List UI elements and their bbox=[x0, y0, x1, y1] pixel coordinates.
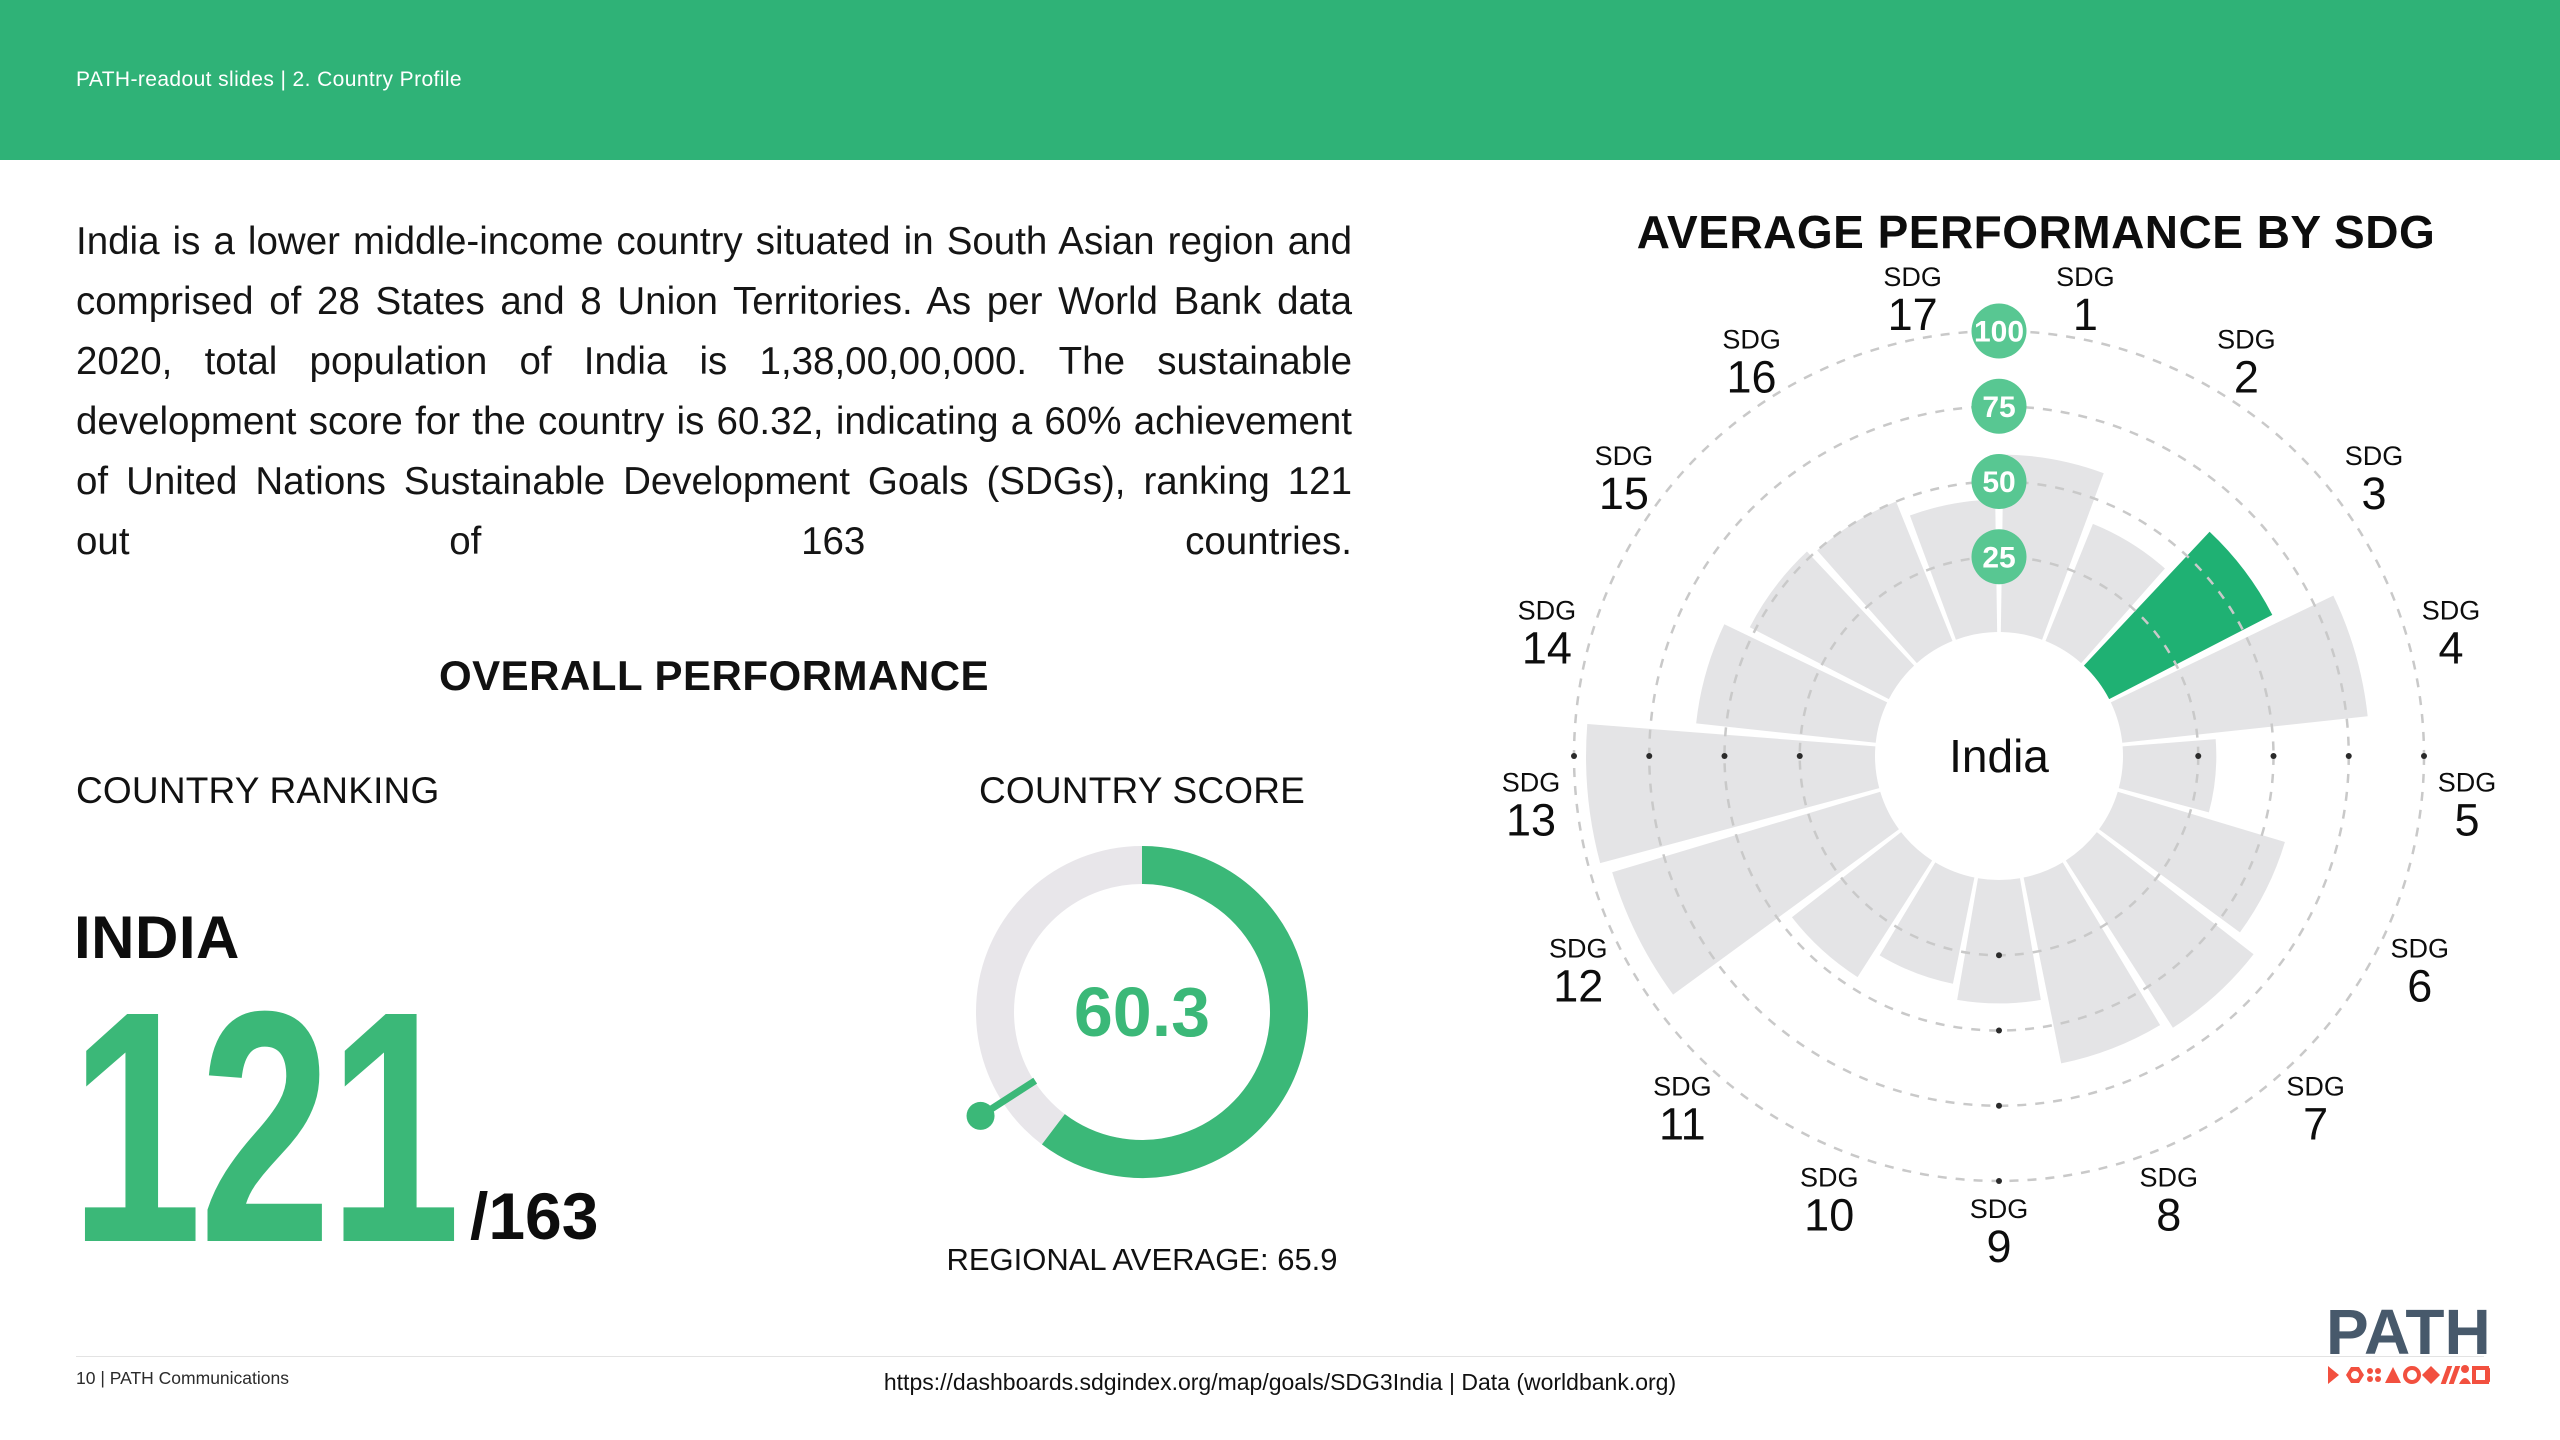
sdg-label-number-16: 16 bbox=[1727, 351, 1777, 402]
sdg-label-number-6: 6 bbox=[2407, 960, 2432, 1011]
sdg-bar-7 bbox=[2065, 832, 2254, 1028]
ring-tick-dot bbox=[1996, 952, 2002, 959]
sdg-chart-title: AVERAGE PERFORMANCE BY SDG bbox=[1636, 206, 2436, 258]
sdg-bar-11 bbox=[1791, 832, 1933, 978]
sdg-radial-chart: 100 75 50 25 SDG 1 SDG 2 SDG 3 SDG 4 SDG 5 SDG 6 SDG 7 SDG… bbox=[1499, 256, 2499, 1316]
ring-tick-dot bbox=[1796, 753, 1803, 759]
ring-tick-dot bbox=[1646, 753, 1653, 759]
sdg-label-prefix-17: SDG bbox=[1883, 262, 1942, 292]
sdg-label-number-15: 15 bbox=[1599, 468, 1649, 519]
path-logo-glyphs-icon bbox=[2328, 1365, 2490, 1384]
ring-tick-dot bbox=[1996, 1178, 2002, 1184]
country-name: INDIA bbox=[74, 904, 240, 971]
sdg-label-number-2: 2 bbox=[2234, 351, 2259, 402]
regional-average: REGIONAL AVERAGE: 65.9 bbox=[946, 1242, 1338, 1277]
country-rank-value: 121 bbox=[70, 942, 461, 1311]
sdg-label-number-1: 1 bbox=[2073, 289, 2098, 340]
sdg-bar-3 bbox=[2083, 531, 2273, 700]
sdg-label-prefix-10: SDG bbox=[1800, 1162, 1859, 1192]
sdg-label-prefix-12: SDG bbox=[1549, 933, 1608, 963]
intro-paragraph: India is a lower middle-income country s… bbox=[76, 220, 1352, 563]
ring-bubble-label-50: 50 bbox=[1982, 466, 2015, 499]
ring-bubble-100 bbox=[1971, 303, 2027, 359]
sdg-label-number-10: 10 bbox=[1804, 1189, 1854, 1240]
ring-bubble-label-75: 75 bbox=[1982, 391, 2015, 424]
ring-tick-dot bbox=[2195, 753, 2202, 759]
sdg-label-prefix-13: SDG bbox=[1502, 767, 1561, 797]
ring-tick-dot bbox=[2421, 753, 2427, 759]
sdg-label-prefix-1: SDG bbox=[2056, 262, 2115, 292]
ring-tick-dot bbox=[1571, 753, 1577, 759]
sdg-label-number-8: 8 bbox=[2156, 1189, 2181, 1240]
ring-tick-dot bbox=[1996, 1027, 2002, 1034]
ring-tick-dot bbox=[1721, 753, 1728, 759]
footer-divider bbox=[76, 1356, 2484, 1357]
sdg-bar-5 bbox=[2118, 739, 2217, 813]
sdg-label-number-17: 17 bbox=[1888, 289, 1938, 340]
sdg-label-number-3: 3 bbox=[2362, 468, 2387, 519]
sdg-label-number-7: 7 bbox=[2303, 1098, 2328, 1149]
score-donut-chart: 60.3 bbox=[966, 846, 1308, 1178]
sdg-label-prefix-9: SDG bbox=[1970, 1194, 2029, 1224]
sdg-label-prefix-15: SDG bbox=[1595, 441, 1654, 471]
regional-average-needle bbox=[982, 1077, 1038, 1117]
sdg-bar-6 bbox=[2099, 791, 2285, 933]
country-score-gauge: 60.3 bbox=[942, 812, 1342, 1212]
sdg-label-number-14: 14 bbox=[1522, 622, 1572, 673]
sdg-label-prefix-14: SDG bbox=[1518, 595, 1577, 625]
sdg-label-prefix-7: SDG bbox=[2286, 1071, 2345, 1101]
score-value: 60.3 bbox=[1074, 973, 1210, 1051]
sdg-bar-10 bbox=[1879, 862, 1975, 984]
overall-performance-title: OVERALL PERFORMANCE bbox=[438, 652, 990, 699]
score-arc bbox=[1041, 846, 1308, 1178]
sdg-label-number-9: 9 bbox=[1986, 1221, 2011, 1272]
sdg-label-prefix-2: SDG bbox=[2217, 324, 2276, 354]
sdg-bar-17 bbox=[1909, 499, 1998, 640]
sdg-bar-16 bbox=[1817, 501, 1953, 664]
path-logo: PATH bbox=[2326, 1296, 2491, 1368]
header-bar: PATH-readout slides | 2. Country Profile bbox=[0, 0, 2560, 160]
sdg-bar-15 bbox=[1749, 551, 1915, 700]
breadcrumb: PATH-readout slides | 2. Country Profile bbox=[76, 68, 462, 91]
sdg-bar-1 bbox=[2000, 454, 2104, 640]
country-rank-total: /163 bbox=[470, 1179, 599, 1253]
sdg-label-prefix-8: SDG bbox=[2140, 1162, 2199, 1192]
footer-source-url: https://dashboards.sdgindex.org/map/goal… bbox=[883, 1369, 1677, 1395]
sdg-bar-12 bbox=[1612, 791, 1899, 995]
ring-tick-dot bbox=[2345, 753, 2352, 759]
sdg-bar-4 bbox=[2110, 595, 2368, 743]
sdg-bar-2 bbox=[2045, 523, 2165, 664]
ring-tick-dot bbox=[2270, 753, 2277, 759]
sdg-bar-8 bbox=[2023, 862, 2161, 1064]
chart-center-label: India bbox=[1949, 730, 2049, 782]
country-ranking-label: COUNTRY RANKING bbox=[76, 770, 440, 811]
sdg-label-number-11: 11 bbox=[1659, 1098, 1706, 1149]
sdg-label-number-5: 5 bbox=[2454, 794, 2479, 845]
sdg-label-prefix-3: SDG bbox=[2345, 441, 2404, 471]
ring-bubble-label-100: 100 bbox=[1974, 316, 2024, 349]
country-score-label: COUNTRY SCORE bbox=[978, 770, 1306, 811]
ring-bubble-label-25: 25 bbox=[1982, 541, 2015, 574]
sdg-label-prefix-6: SDG bbox=[2390, 933, 2449, 963]
sdg-bar-9 bbox=[1957, 878, 2041, 1004]
sdg-bar-14 bbox=[1696, 624, 1888, 743]
sdg-label-prefix-5: SDG bbox=[2438, 767, 2497, 797]
sdg-bar-13 bbox=[1586, 724, 1880, 864]
regional-average-dot bbox=[966, 1101, 995, 1130]
sdg-label-prefix-4: SDG bbox=[2422, 595, 2481, 625]
ring-bubble-25 bbox=[1971, 529, 2027, 585]
sdg-label-number-4: 4 bbox=[2439, 622, 2464, 673]
ring-bubble-50 bbox=[1971, 454, 2027, 509]
ring-tick-dot bbox=[1996, 1102, 2002, 1109]
sdg-label-prefix-16: SDG bbox=[1722, 324, 1781, 354]
sdg-label-prefix-11: SDG bbox=[1653, 1071, 1712, 1101]
sdg-label-number-12: 12 bbox=[1553, 960, 1603, 1011]
sdg-label-number-13: 13 bbox=[1506, 794, 1556, 845]
ring-bubble-75 bbox=[1971, 378, 2027, 434]
footer-page-label: 10 | PATH Communications bbox=[76, 1368, 289, 1388]
